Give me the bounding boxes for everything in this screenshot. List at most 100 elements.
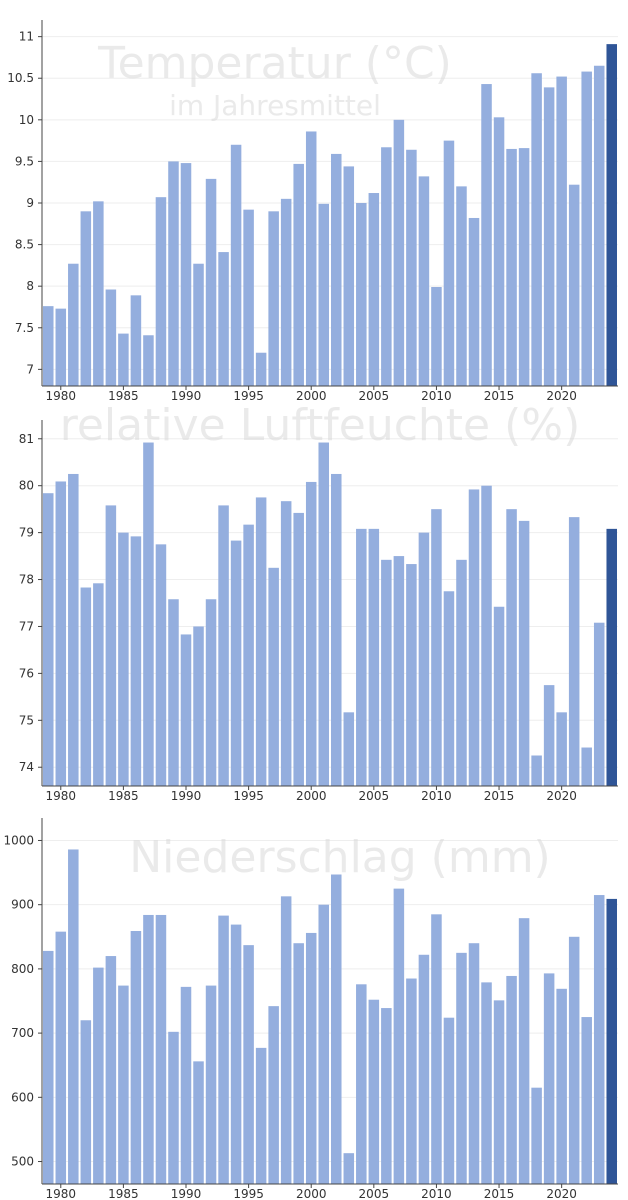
temperature-bar-1981 (68, 263, 79, 386)
precipitation-bar-1990 (180, 986, 192, 1184)
humidity-bar-2013 (468, 489, 480, 786)
temperature-x-tick-label: 2005 (359, 389, 390, 403)
humidity-bar-1994 (230, 540, 242, 786)
humidity-y-tick-label: 76 (19, 666, 34, 680)
humidity-title: relative Luftfeuchte (%) (60, 400, 581, 451)
temperature-panel: Temperatur (°C) im Jahresmittel 7 7.5 8 8.5… (7, 20, 618, 403)
humidity-bar-2019 (543, 685, 555, 786)
humidity-bar-1988 (155, 544, 167, 786)
precipitation-bar-2003 (343, 1153, 355, 1184)
humidity-bar-2024 (606, 528, 617, 786)
humidity-bar-2017 (518, 520, 530, 786)
precipitation-bar-1987 (143, 914, 154, 1184)
precipitation-bar-1984 (105, 956, 117, 1184)
precipitation-bar-1994 (230, 924, 242, 1184)
temperature-x-tick-label: 1995 (233, 389, 264, 403)
temperature-bar-2011 (443, 140, 455, 386)
temperature-bar-1989 (168, 161, 179, 386)
temperature-y-tick-label: 9 (26, 196, 34, 210)
precipitation-bar-2019 (543, 973, 555, 1184)
humidity-bar-2006 (381, 559, 392, 786)
temperature-bar-1993 (218, 252, 229, 386)
temperature-bar-1996 (255, 352, 267, 386)
humidity-bar-1995 (243, 524, 254, 786)
humidity-bar-1984 (105, 505, 117, 786)
humidity-bar-2021 (568, 517, 580, 786)
precipitation-bar-1980 (55, 931, 67, 1184)
humidity-x-tick-label: 2005 (359, 789, 390, 803)
temperature-bar-1990 (180, 163, 192, 386)
temperature-y-tick-label: 7 (26, 362, 34, 376)
precipitation-x-tick-label: 1995 (233, 1187, 264, 1200)
precipitation-bar-1995 (243, 945, 254, 1184)
temperature-bar-2009 (418, 176, 430, 386)
temperature-bar-2019 (543, 87, 555, 387)
humidity-x-tick-label: 1990 (171, 789, 202, 803)
humidity-bar-1985 (118, 532, 129, 786)
humidity-x-tick-label: 2010 (421, 789, 452, 803)
precipitation-bar-2006 (381, 1008, 392, 1184)
temperature-x-tick-label: 1990 (171, 389, 202, 403)
precipitation-y-tick-label: 800 (11, 962, 34, 976)
precipitation-bar-2024 (606, 898, 617, 1184)
temperature-bar-2020 (556, 76, 567, 387)
temperature-x-tick-label: 2015 (484, 389, 515, 403)
precipitation-bar-2002 (331, 874, 342, 1184)
temperature-x-tick-label: 1985 (108, 389, 139, 403)
precipitation-x-tick-label: 2020 (546, 1187, 577, 1200)
precipitation-bar-2004 (356, 984, 367, 1184)
temperature-bar-2022 (581, 71, 592, 386)
precipitation-bar-1979 (43, 950, 54, 1184)
humidity-bar-1993 (218, 505, 229, 786)
humidity-bar-1991 (193, 626, 204, 786)
humidity-bar-2010 (431, 509, 442, 786)
temperature-bar-1987 (143, 335, 154, 386)
temperature-bar-1988 (155, 197, 167, 386)
precipitation-bar-1992 (205, 985, 217, 1184)
precipitation-bar-1989 (168, 1031, 179, 1184)
temperature-bar-2021 (568, 184, 580, 386)
humidity-x-tick-label: 2020 (546, 789, 577, 803)
precipitation-bar-1986 (130, 931, 142, 1184)
temperature-bar-2015 (493, 117, 505, 386)
precipitation-x-tick-label: 2005 (359, 1187, 390, 1200)
temperature-bar-2002 (331, 153, 342, 386)
temperature-bar-1997 (268, 211, 279, 386)
temperature-y-tick-label: 10 (19, 113, 34, 127)
precipitation-y-tick-label: 600 (11, 1090, 34, 1104)
temperature-x-tick-label: 2020 (546, 389, 577, 403)
humidity-bar-1983 (93, 583, 104, 786)
temperature-y-tick-label: 10.5 (7, 71, 34, 85)
humidity-bar-2020 (556, 712, 567, 786)
temperature-bar-2000 (305, 131, 317, 386)
humidity-bar-1999 (293, 512, 304, 786)
precipitation-y-tick-label: 700 (11, 1026, 34, 1040)
temperature-bar-1980 (55, 308, 67, 386)
precipitation-bar-2020 (556, 988, 567, 1184)
precipitation-bar-2008 (406, 978, 417, 1184)
temperature-bar-2008 (406, 149, 417, 386)
humidity-x-tick-label: 2015 (484, 789, 515, 803)
precipitation-y-tick-label: 500 (11, 1155, 34, 1169)
temperature-y-tick-label: 7.5 (15, 321, 34, 335)
humidity-bar-2001 (318, 442, 329, 786)
temperature-bar-2005 (368, 193, 380, 386)
precipitation-title: Niederschlag (mm) (129, 832, 550, 883)
precipitation-bar-2005 (368, 999, 380, 1184)
temperature-y-tick-label: 8 (26, 279, 34, 293)
precipitation-bar-2023 (593, 895, 605, 1184)
precipitation-x-tick-label: 2010 (421, 1187, 452, 1200)
humidity-bar-1992 (205, 599, 217, 786)
precipitation-bar-2007 (393, 888, 405, 1184)
humidity-x-tick-label: 1985 (108, 789, 139, 803)
temperature-x-tick-label: 2010 (421, 389, 452, 403)
temperature-bar-1983 (93, 201, 104, 386)
temperature-y-tick-label: 11 (19, 30, 34, 44)
temperature-bar-2018 (531, 73, 542, 387)
temperature-bar-1992 (205, 178, 217, 386)
temperature-bar-1991 (193, 263, 204, 386)
precipitation-bar-2017 (518, 918, 530, 1184)
humidity-bar-1987 (143, 442, 154, 786)
humidity-bar-1980 (55, 481, 67, 786)
precipitation-bar-2018 (531, 1087, 542, 1184)
